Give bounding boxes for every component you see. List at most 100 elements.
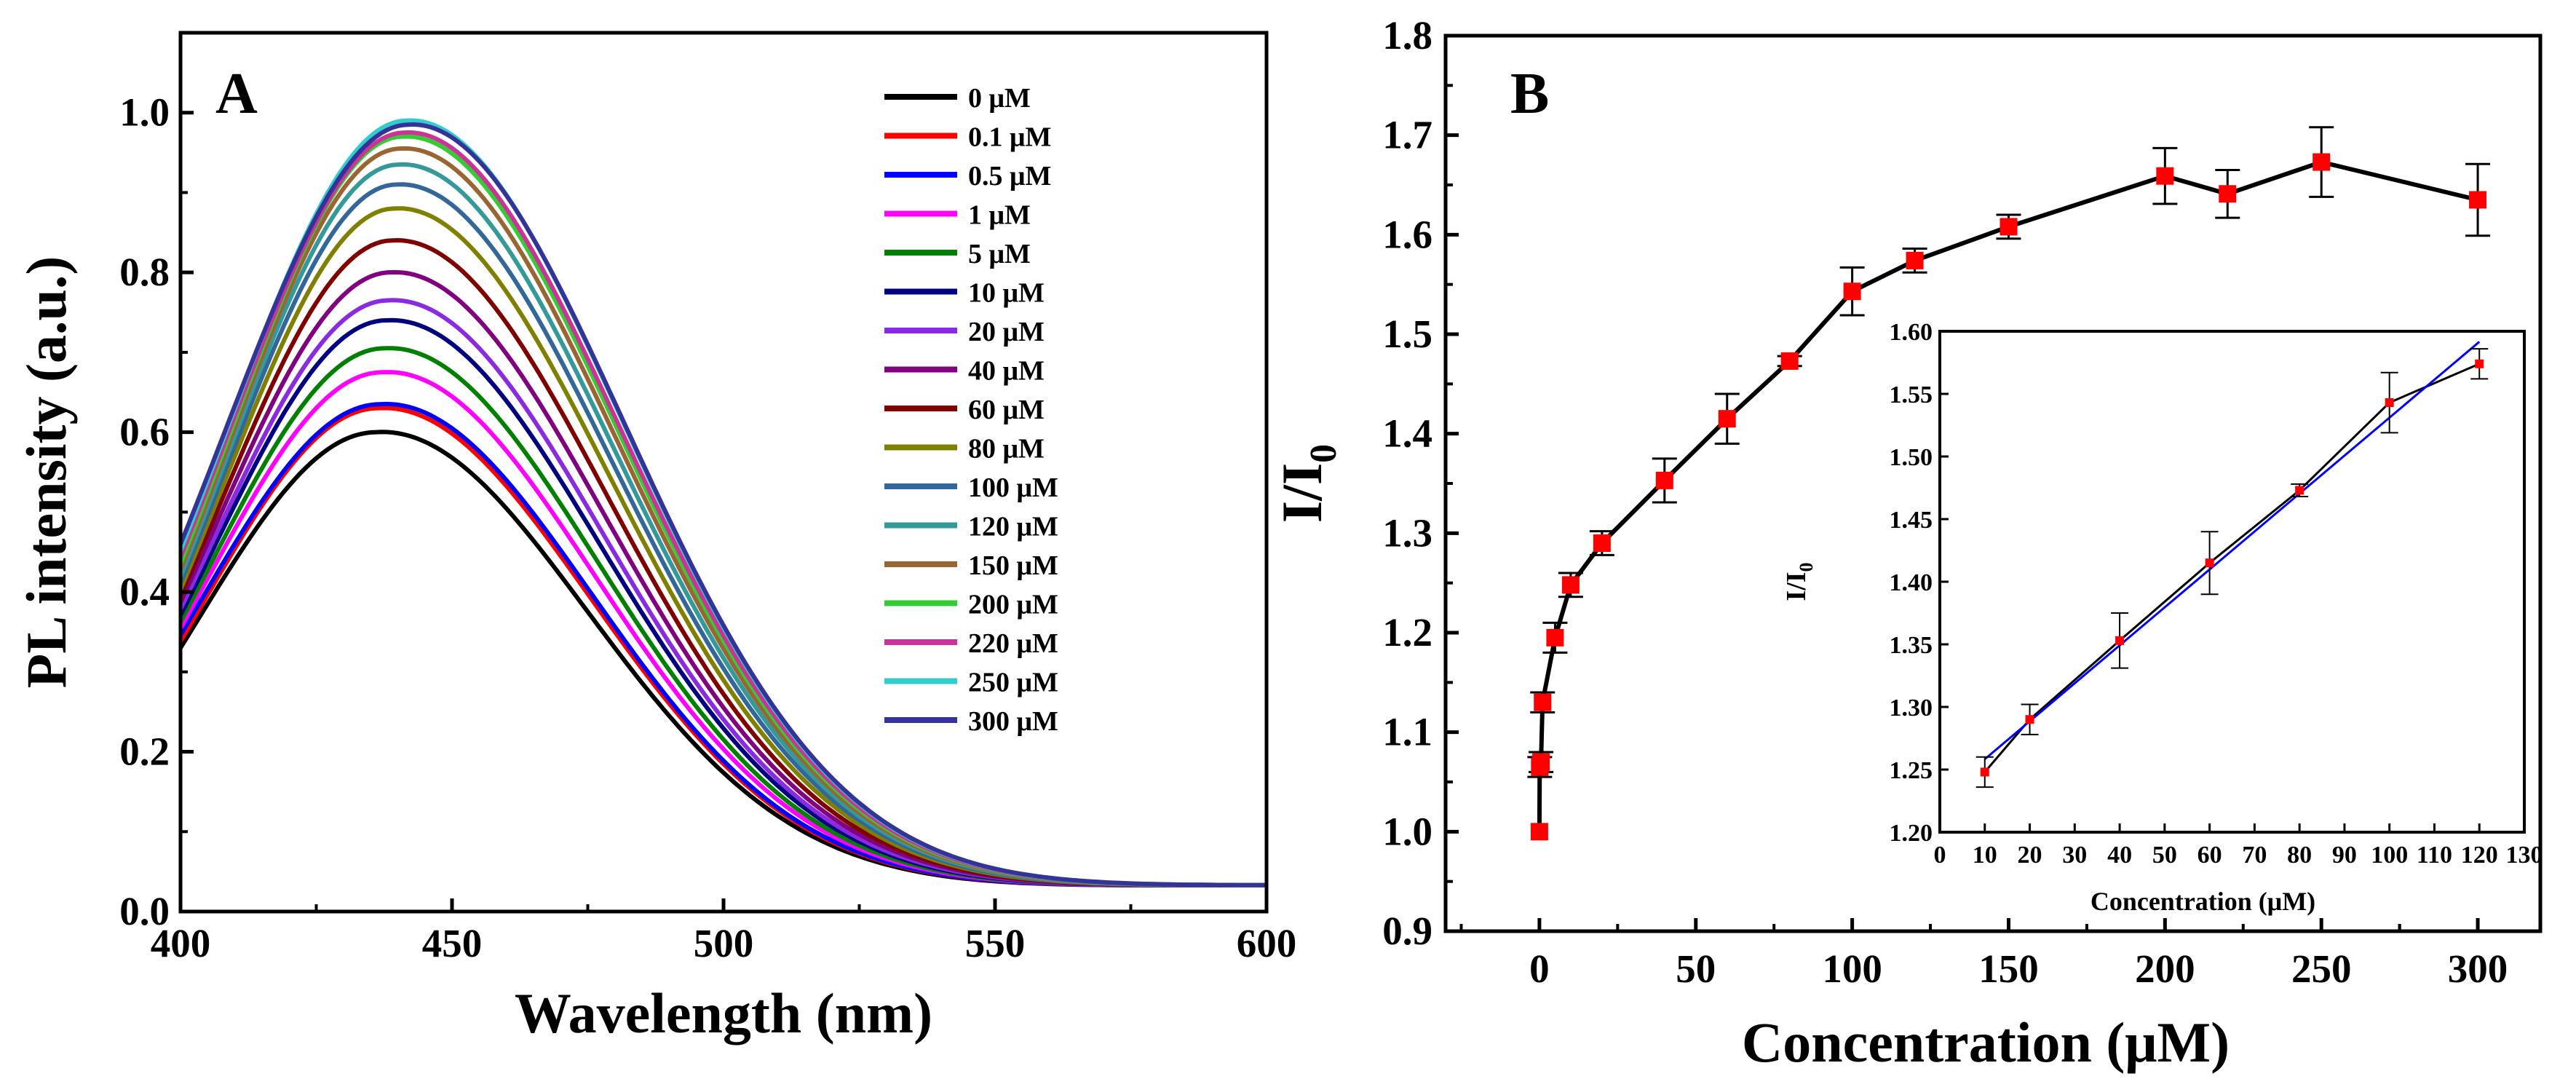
inset-x-tick-label: 130 bbox=[2506, 842, 2543, 869]
data-point bbox=[1780, 352, 1799, 370]
y-axis-title: PL intensity (a.u.) bbox=[15, 256, 78, 689]
y-tick-label: 1.0 bbox=[119, 90, 170, 135]
y-tick-label: 1.0 bbox=[1382, 809, 1432, 853]
spectrum-line bbox=[178, 182, 1267, 888]
x-tick-label: 600 bbox=[1237, 921, 1297, 965]
inset-x-tick-label: 90 bbox=[2332, 842, 2357, 869]
inset-data-point bbox=[2115, 636, 2125, 645]
data-point bbox=[2219, 185, 2237, 203]
inset-x-tick-label: 30 bbox=[2062, 842, 2087, 869]
x-tick-label: 0 bbox=[1529, 946, 1550, 991]
y-tick-label: 1.8 bbox=[1382, 13, 1432, 58]
inset-x-tick-label: 10 bbox=[1973, 842, 1997, 869]
inset-x-tick-label: 40 bbox=[2107, 842, 2132, 869]
data-point bbox=[1906, 251, 1924, 269]
legend-label: 0.5 μM bbox=[968, 161, 1051, 191]
data-point bbox=[2156, 167, 2174, 185]
y-tick-label: 0.8 bbox=[119, 250, 170, 294]
inset-y-tick-label: 1.60 bbox=[1890, 319, 1933, 346]
spectrum-line bbox=[178, 317, 1267, 888]
x-tick-label: 450 bbox=[422, 921, 483, 965]
spectrum-line bbox=[178, 206, 1267, 888]
panel-b-chart: 0 50 100 150 200 250 3000.91.01.11.21.31.41.51… bbox=[1270, 13, 2543, 1074]
y-axis-title: I/I0 bbox=[1270, 444, 1344, 523]
legend-label: 5 μM bbox=[968, 239, 1031, 269]
inset-y-tick-label: 1.20 bbox=[1890, 820, 1933, 847]
x-tick-label: 50 bbox=[1676, 946, 1716, 991]
legend-label: 20 μM bbox=[968, 317, 1045, 347]
inset-data-point bbox=[2295, 486, 2304, 495]
spectrum-line bbox=[178, 122, 1267, 888]
legend-label: 0 μM bbox=[968, 83, 1031, 114]
data-point bbox=[1718, 410, 1736, 428]
inset-x-tick-label: 20 bbox=[2018, 842, 2042, 869]
inset-x-tick-label: 100 bbox=[2371, 842, 2408, 869]
inset-data-point bbox=[2475, 359, 2484, 368]
legend-label: 250 μM bbox=[968, 668, 1058, 698]
y-tick-label: 1.5 bbox=[1382, 312, 1432, 356]
legend-label: 100 μM bbox=[968, 473, 1058, 503]
inset-x-tick-label: 50 bbox=[2152, 842, 2177, 869]
y-tick-label: 0.2 bbox=[119, 730, 170, 774]
legend-label: 60 μM bbox=[968, 395, 1045, 425]
inset-x-tick-label: 0 bbox=[1934, 842, 1946, 869]
legend-label: 200 μM bbox=[968, 590, 1058, 620]
inset-x-tick-label: 80 bbox=[2287, 842, 2312, 869]
inset-x-tick-label: 120 bbox=[2461, 842, 2498, 869]
inset-x-tick-label: 110 bbox=[2417, 842, 2452, 869]
y-tick-label: 0.9 bbox=[1382, 909, 1432, 953]
legend-label: 1 μM bbox=[968, 200, 1031, 231]
spectrum-line bbox=[178, 162, 1267, 888]
inset-y-tick-label: 1.35 bbox=[1890, 632, 1933, 659]
panel-b-inset-chart: 0 10 20 30 40 50 60 70 80 90 100 110 120 130 1.20 1.25 1… bbox=[1781, 319, 2543, 916]
panel-label-a: A bbox=[215, 62, 258, 126]
x-tick-label: 250 bbox=[2291, 946, 2352, 991]
data-point bbox=[1655, 471, 1673, 489]
legend-label: 300 μM bbox=[968, 706, 1058, 737]
y-tick-label: 0.6 bbox=[119, 410, 170, 454]
y-tick-label: 1.3 bbox=[1382, 510, 1432, 555]
data-point bbox=[1546, 628, 1564, 647]
y-tick-label: 1.1 bbox=[1382, 710, 1432, 754]
x-tick-label: 500 bbox=[694, 921, 754, 965]
inset-y-tick-label: 1.45 bbox=[1890, 507, 1933, 534]
legend-label: 0.1 μM bbox=[968, 122, 1051, 153]
x-axis-title: Wavelength (nm) bbox=[515, 981, 932, 1045]
legend-label: 220 μM bbox=[968, 628, 1058, 659]
x-tick-label: 150 bbox=[1978, 946, 2039, 991]
inset-y-axis-title-sub: 0 bbox=[1796, 562, 1817, 572]
inset-y-tick-label: 1.30 bbox=[1890, 695, 1933, 722]
inset-y-tick-label: 1.40 bbox=[1890, 569, 1933, 596]
legend-label: 120 μM bbox=[968, 512, 1058, 542]
data-point bbox=[2000, 218, 2018, 236]
y-tick-label: 0.4 bbox=[119, 569, 170, 614]
data-point bbox=[1593, 534, 1611, 552]
x-tick-label: 550 bbox=[965, 921, 1026, 965]
y-axis-title-sub: 0 bbox=[1303, 444, 1344, 463]
inset-data-point bbox=[2385, 398, 2394, 408]
y-tick-label: 0.0 bbox=[119, 889, 170, 933]
legend-label: 150 μM bbox=[968, 550, 1058, 581]
inset-y-tick-label: 1.25 bbox=[1890, 757, 1933, 784]
x-tick-label: 400 bbox=[151, 921, 211, 965]
inset-y-tick-label: 1.50 bbox=[1890, 444, 1933, 471]
y-tick-label: 1.6 bbox=[1382, 212, 1432, 256]
y-tick-label: 1.4 bbox=[1382, 411, 1432, 456]
inset-y-axis-title-main: I/I bbox=[1781, 572, 1812, 601]
data-point bbox=[2469, 191, 2487, 209]
inset-frame bbox=[1938, 330, 2526, 834]
data-point bbox=[1534, 693, 1552, 711]
inset-fit-line bbox=[1983, 341, 2481, 760]
x-tick-label: 100 bbox=[1822, 946, 1882, 991]
inset-data-point bbox=[1980, 767, 1989, 777]
x-axis-title: Concentration (μM) bbox=[1742, 1011, 2230, 1074]
spectrum-line bbox=[178, 346, 1267, 888]
x-tick-label: 200 bbox=[2135, 946, 2195, 991]
data-point bbox=[1843, 282, 1861, 301]
x-tick-label: 300 bbox=[2448, 946, 2508, 991]
data-point bbox=[1561, 576, 1580, 594]
inset-data-point bbox=[2205, 558, 2214, 568]
legend-label: 10 μM bbox=[968, 278, 1045, 309]
data-point bbox=[1532, 753, 1550, 771]
